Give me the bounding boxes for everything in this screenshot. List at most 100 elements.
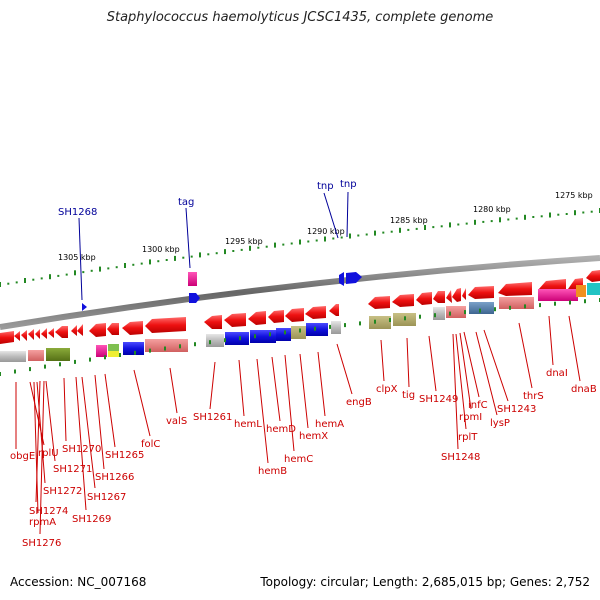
gene-arrow [452,288,461,302]
scale-tick [90,269,93,272]
lower-tick [509,305,511,310]
lower-tick [149,348,151,353]
label-leader [346,191,349,238]
scale-tick [232,250,235,252]
scale-tick [465,222,468,225]
gene-label: SH1243 [497,404,536,415]
lower-tick [539,303,541,308]
lower-tick [569,300,571,305]
scale-tick [74,270,76,276]
label-leader [238,359,245,417]
label-leaders [15,191,581,535]
lower-tick [419,314,421,319]
lower-tick [134,350,136,355]
label-leader [29,381,45,446]
label-leader [317,351,326,417]
scale-tick [132,263,135,266]
gene-label: SH1261 [193,412,232,423]
gene-arrow [446,290,452,303]
label-leader [455,333,467,430]
scale-tick [107,267,110,270]
lower-tick [494,307,496,312]
gene-arrow [0,331,14,344]
gene-tag-arrow [189,293,200,303]
lower-tick [554,301,556,306]
lower-tick [434,313,436,318]
gene-label: rplT [458,432,478,443]
lower-tick [0,372,1,376]
gene-label: engB [346,397,372,408]
gene-arrow [468,286,494,299]
gene-tnp-arrow-2 [346,272,362,284]
gene-label: tnp [340,179,357,190]
gene-label: hemL [234,419,262,430]
scale-tick [182,256,185,259]
scale-tick [257,246,260,249]
lower-tick [314,326,316,331]
gene-label: SH1276 [22,538,61,549]
gene-arrow [48,328,54,338]
lower-tick [479,308,481,313]
scale-tick [432,226,435,229]
gene-arrow [77,324,83,336]
scale-tick [7,282,10,285]
gene-label: infC [468,400,488,411]
lower-tick [194,342,196,347]
gene-sh1268-arrow [82,303,87,311]
scale-tick [349,233,351,239]
gene-label: SH1248 [441,452,480,463]
scale-tick [565,213,568,215]
scale-tick [215,252,218,255]
lower-tick [104,355,106,360]
lower-tick [89,357,91,362]
gene-label: SH1265 [105,450,144,461]
scale-tick [265,245,268,248]
gene-label: rplU [38,448,59,459]
scale-tick [115,266,118,269]
lower-tick [164,346,166,351]
scale-tick [549,212,551,218]
scale-tick [574,210,576,216]
label-leader [406,337,410,388]
lower-tick [269,332,271,337]
forward-strand-genes [82,272,362,311]
lower-tick [404,316,406,321]
label-leader [271,356,281,422]
gene-label: tag [178,197,194,208]
gene-arrow [224,313,246,327]
gene-label: rpmI [459,412,482,423]
gene-label: valS [166,416,187,427]
label-leader [284,354,295,452]
gene-label: hemX [299,431,328,442]
label-leader [39,380,45,535]
lower-tick [389,318,391,322]
scale-tick [290,242,293,245]
gene-arrow [368,296,390,309]
scale-tick [324,236,326,242]
gene-arrow [89,323,106,337]
scale-tick [190,255,193,258]
scale-tick [332,237,335,240]
gene-arrow [586,270,600,282]
scale-tick [99,266,101,272]
label-leader [568,315,581,382]
scale-tick [474,219,476,225]
gene-label: dnaB [571,384,597,395]
gene-arrow [268,310,284,323]
scale-tick [49,274,51,280]
map-title: Staphylococcus haemolyticus JCSC1435, co… [106,10,494,25]
lower-tick [524,304,526,309]
scale-tick [65,273,68,276]
scale-tick [374,230,376,236]
gene-arrow [35,329,40,339]
scale-tick [407,228,410,231]
scale-tick [499,217,501,223]
scale-tick [57,274,60,277]
label-leader [78,217,83,301]
label-leader [45,380,56,462]
gene-arrow [55,326,68,338]
scale-tick [315,239,318,242]
gene-tag-box [188,272,197,286]
scale-tick [40,277,43,280]
gene-label: SH1268 [58,207,97,218]
